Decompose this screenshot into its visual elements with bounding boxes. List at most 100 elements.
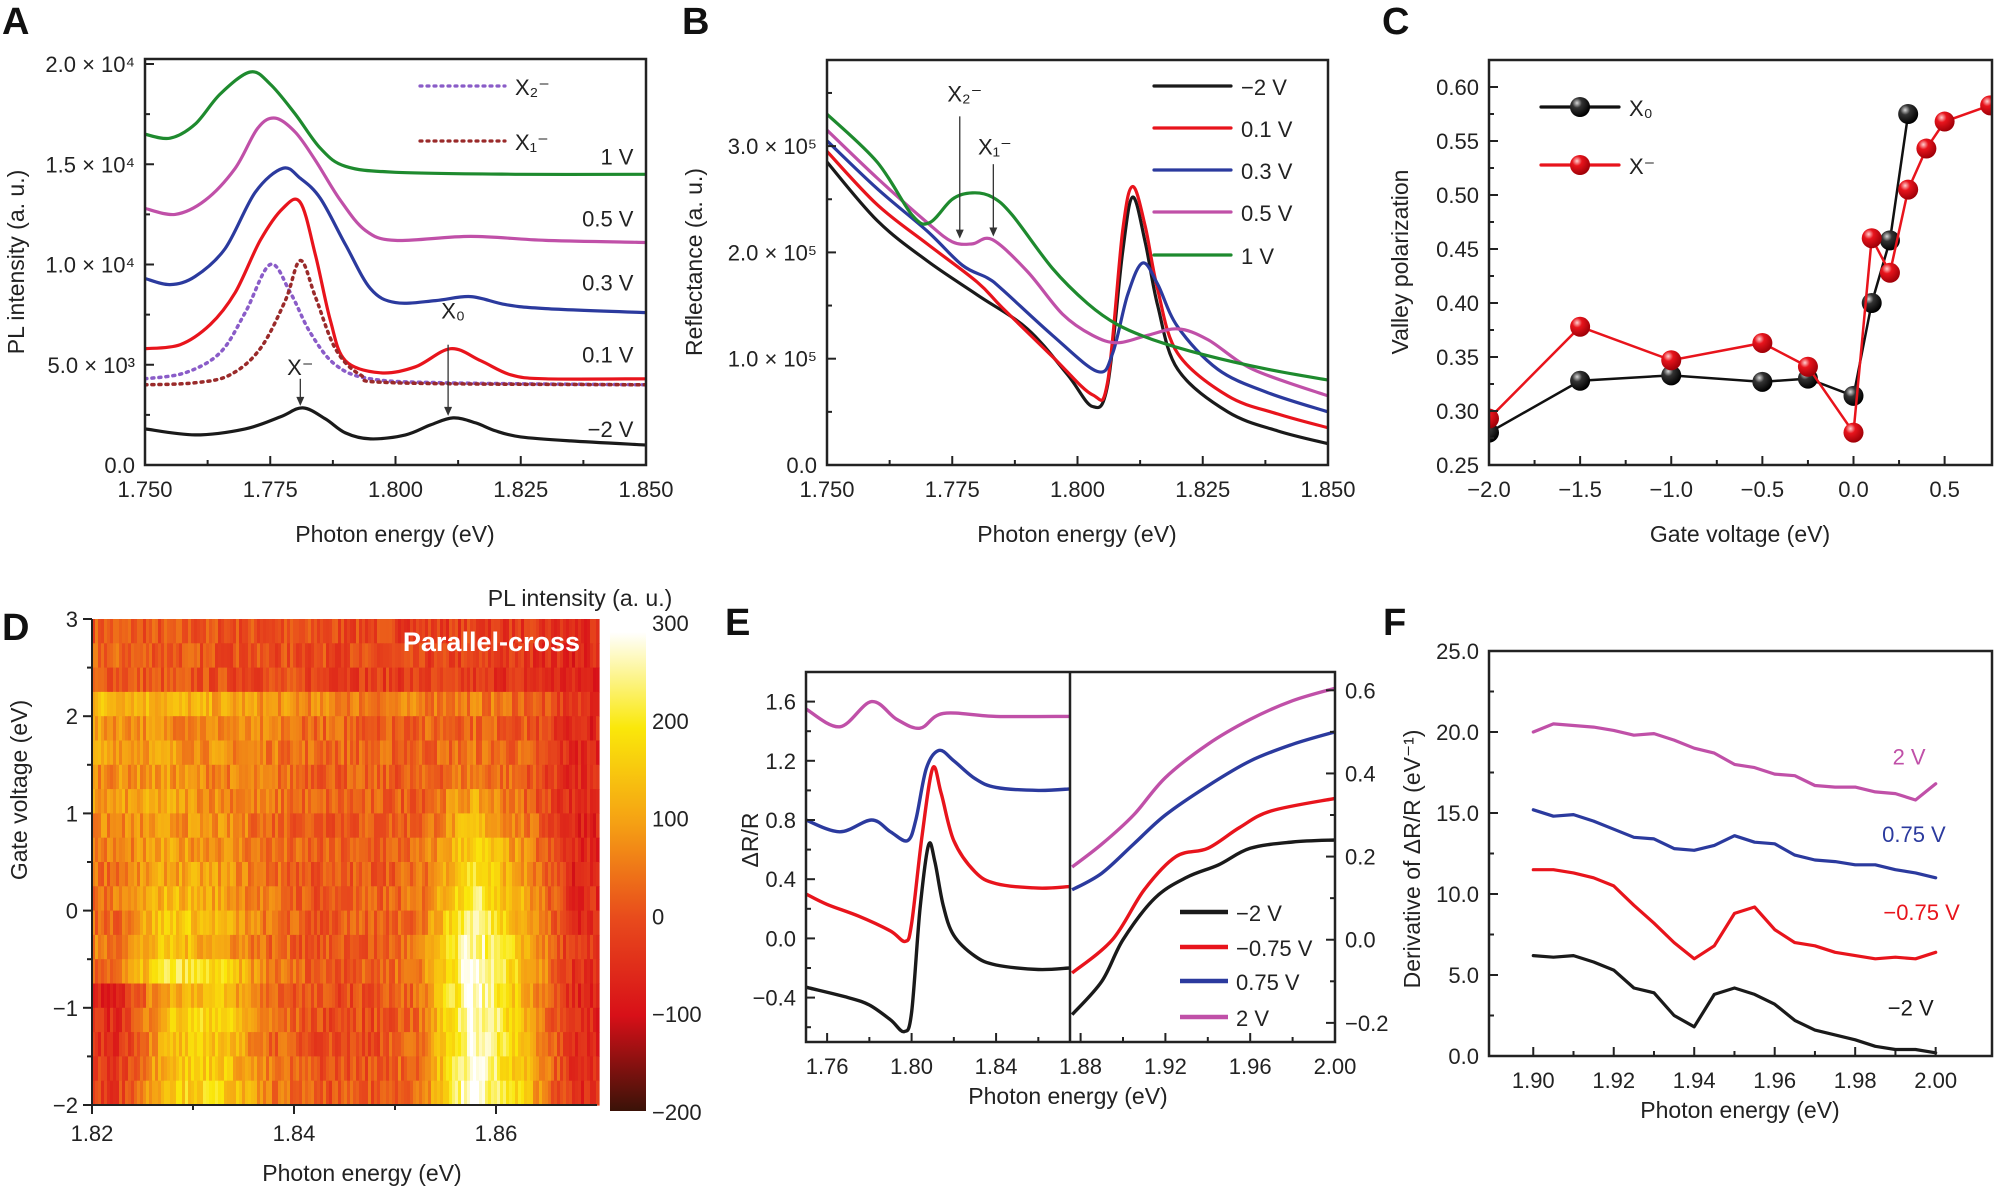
heatmap-cell bbox=[230, 1056, 234, 1082]
heatmap-cell bbox=[278, 813, 282, 839]
heatmap-cell bbox=[398, 983, 402, 1009]
heatmap-cell bbox=[164, 691, 168, 717]
heatmap-cell bbox=[497, 716, 501, 742]
heatmap-cell bbox=[158, 959, 162, 985]
heatmap-cell bbox=[398, 1080, 402, 1106]
heatmap-cell bbox=[95, 1007, 99, 1033]
heatmap-cell bbox=[548, 789, 552, 814]
heatmap-cell bbox=[179, 862, 183, 887]
heatmap-cell bbox=[494, 740, 498, 766]
heatmap-cell bbox=[272, 716, 276, 742]
heatmap-cell bbox=[434, 837, 438, 863]
heatmap-cell bbox=[521, 789, 525, 814]
heatmap-cell bbox=[98, 1080, 102, 1106]
heatmap-cell bbox=[230, 837, 234, 863]
heatmap-cell bbox=[413, 886, 417, 912]
heatmap-cell bbox=[152, 740, 156, 766]
heatmap-cell bbox=[305, 910, 309, 936]
x-tick-label: 1.92 bbox=[1144, 1054, 1187, 1079]
heatmap-cell bbox=[152, 813, 156, 839]
heatmap-cell bbox=[527, 983, 531, 1009]
heatmap-cell bbox=[299, 862, 303, 887]
heatmap-cell bbox=[215, 619, 219, 644]
heatmap-cell bbox=[497, 764, 501, 790]
heatmap-cell bbox=[536, 983, 540, 1009]
heatmap-cell bbox=[200, 716, 204, 742]
heatmap-cell bbox=[584, 740, 588, 766]
heatmap-cell bbox=[536, 813, 540, 839]
heatmap-cell bbox=[275, 1080, 279, 1106]
x-tick-label: −0.5 bbox=[1741, 477, 1784, 502]
heatmap-cell bbox=[410, 837, 414, 863]
heatmap-cell bbox=[386, 643, 390, 669]
heatmap-cell bbox=[194, 691, 198, 717]
heatmap-cell bbox=[218, 886, 222, 912]
heatmap-cell bbox=[239, 1056, 243, 1082]
heatmap-cell bbox=[137, 1007, 141, 1033]
heatmap-cell bbox=[446, 691, 450, 717]
heatmap-cell bbox=[113, 643, 117, 669]
heatmap-cell bbox=[440, 1032, 444, 1057]
heatmap-cell bbox=[527, 691, 531, 717]
heatmap-cell bbox=[335, 934, 339, 960]
heatmap-cell bbox=[410, 910, 414, 936]
heatmap-cell bbox=[506, 934, 510, 960]
heatmap-cell bbox=[311, 813, 315, 839]
heatmap-cell bbox=[482, 837, 486, 863]
heatmap-cell bbox=[314, 619, 318, 644]
heatmap-cell bbox=[491, 643, 495, 669]
heatmap-cell bbox=[476, 619, 480, 644]
heatmap-cell bbox=[500, 983, 504, 1009]
heatmap-cell bbox=[281, 691, 285, 717]
heatmap-cell bbox=[236, 619, 240, 644]
heatmap-cell bbox=[149, 1080, 153, 1106]
heatmap-cell bbox=[257, 1007, 261, 1033]
heatmap-cell bbox=[146, 934, 150, 960]
heatmap-cell bbox=[569, 716, 573, 742]
heatmap-cell bbox=[503, 691, 507, 717]
heatmap-cell bbox=[512, 740, 516, 766]
heatmap-cell bbox=[230, 789, 234, 814]
heatmap-cell bbox=[194, 619, 198, 644]
heatmap-cell bbox=[101, 934, 105, 960]
heatmap-cell bbox=[323, 959, 327, 985]
heatmap-cell bbox=[371, 910, 375, 936]
heatmap-cell bbox=[98, 813, 102, 839]
heatmap-cell bbox=[362, 934, 366, 960]
legend-label: 2 V bbox=[1236, 1006, 1269, 1031]
heatmap-cell bbox=[476, 934, 480, 960]
heatmap-cell bbox=[500, 716, 504, 742]
heatmap-cell bbox=[593, 1007, 597, 1033]
heatmap-cell bbox=[158, 740, 162, 766]
heatmap-cell bbox=[116, 716, 120, 742]
heatmap-cell bbox=[224, 643, 228, 669]
data-point bbox=[1916, 138, 1937, 159]
heatmap-cell bbox=[206, 959, 210, 985]
heatmap-cell bbox=[194, 934, 198, 960]
heatmap-cell bbox=[176, 789, 180, 814]
heatmap-cell bbox=[566, 740, 570, 766]
heatmap-cell bbox=[371, 716, 375, 742]
heatmap-cell bbox=[290, 667, 294, 693]
heatmap-cell bbox=[335, 959, 339, 985]
heatmap-cell bbox=[275, 837, 279, 863]
heatmap-cell bbox=[584, 959, 588, 985]
heatmap-cell bbox=[392, 764, 396, 790]
heatmap-cell bbox=[152, 910, 156, 936]
heatmap-cell bbox=[407, 1056, 411, 1082]
heatmap-cell bbox=[131, 1056, 135, 1082]
heatmap-cell bbox=[374, 643, 378, 669]
heatmap-cell bbox=[407, 959, 411, 985]
heatmap-cell bbox=[299, 691, 303, 717]
heatmap-cell bbox=[218, 764, 222, 790]
heatmap-cell bbox=[254, 764, 258, 790]
heatmap-cell bbox=[329, 910, 333, 936]
heatmap-cell bbox=[467, 983, 471, 1009]
heatmap-cell bbox=[296, 1007, 300, 1033]
heatmap-cell bbox=[101, 862, 105, 887]
heatmap-cell bbox=[593, 934, 597, 960]
heatmap-cell bbox=[236, 837, 240, 863]
heatmap-cell bbox=[137, 910, 141, 936]
heatmap-cell bbox=[347, 716, 351, 742]
